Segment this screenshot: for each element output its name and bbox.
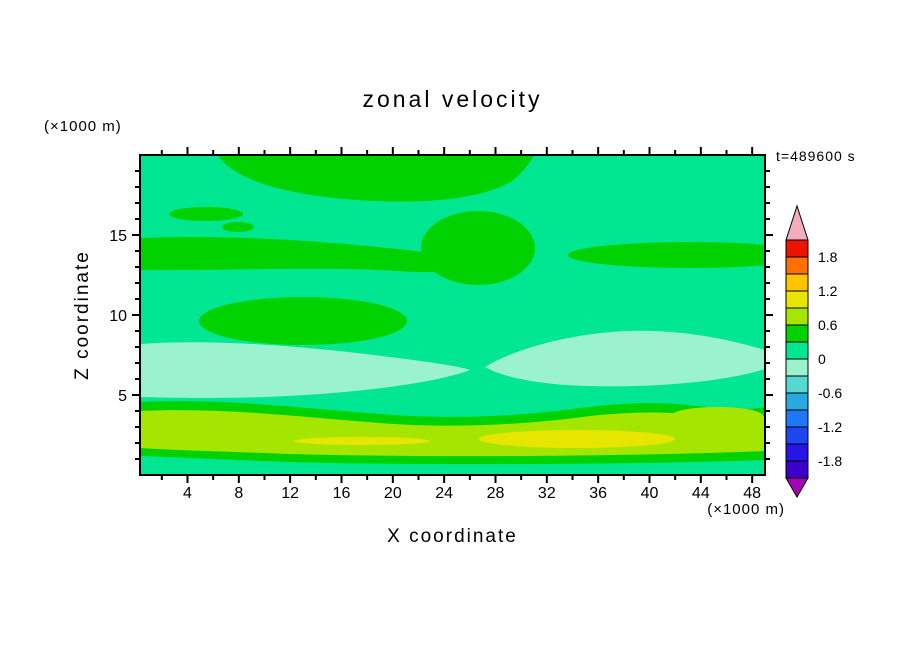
x-tick-label: 36	[589, 485, 607, 502]
colorbar-segment	[785, 324, 809, 343]
x-tick-label: 28	[487, 485, 505, 502]
colorbar-segment	[785, 256, 809, 275]
colorbar-arrow-low	[785, 477, 809, 498]
colorbar-tick-label: 0	[818, 351, 826, 367]
colorbar-tick-label: -0.6	[818, 385, 842, 401]
colorbar-tick-label: 0.6	[818, 317, 838, 333]
x-axis-unit-label: (×1000 m)	[707, 501, 785, 518]
x-tick-label: 8	[234, 485, 243, 502]
y-axis-unit-label: (×1000 m)	[44, 118, 122, 135]
colorbar-arrow-high	[785, 204, 809, 241]
colorbar-segment	[785, 307, 809, 326]
colorbar-segment	[785, 460, 809, 479]
colorbar-tick-label: 1.8	[818, 249, 838, 265]
x-tick-label: 20	[384, 485, 402, 502]
x-tick-label: 4	[183, 485, 192, 502]
colorbar-tick-label: -1.8	[818, 453, 842, 469]
colorbar-segment	[785, 273, 809, 292]
colorbar-segment	[785, 290, 809, 309]
colorbar-segment	[785, 341, 809, 360]
contour-field	[140, 155, 765, 475]
x-tick-label: 44	[692, 485, 710, 502]
contour-yellow-streak-right	[479, 430, 675, 448]
y-tick-label: 5	[118, 388, 127, 405]
x-tick-label: 48	[743, 485, 761, 502]
y-tick-label: 15	[109, 228, 127, 245]
y-tick-label: 10	[109, 308, 127, 325]
chart-title: zonal velocity	[362, 86, 543, 112]
colorbar-segment	[785, 409, 809, 428]
x-tick-label: 16	[333, 485, 351, 502]
colorbar-tick-label: -1.2	[818, 419, 842, 435]
x-tick-label: 40	[641, 485, 659, 502]
contour-blob-mid	[199, 297, 407, 345]
colorbar-tick-label: 1.2	[818, 283, 838, 299]
colorbar-segment	[785, 358, 809, 377]
x-tick-label: 24	[435, 485, 453, 502]
y-axis-title: Z coordinate	[72, 250, 93, 380]
x-tick-label: 32	[538, 485, 556, 502]
time-label: t=489600 s	[776, 148, 856, 164]
x-axis-title: X coordinate	[387, 526, 518, 547]
contour-lens-2	[222, 222, 254, 232]
contour-yellow-streak-left	[294, 437, 430, 445]
colorbar-segment	[785, 426, 809, 445]
contour-yellowgreen-blob-right	[671, 407, 763, 425]
contour-lens-1	[169, 207, 243, 221]
colorbar-segment	[785, 392, 809, 411]
colorbar-segment	[785, 239, 809, 258]
contour-blob-mid-upper	[421, 211, 535, 285]
plot-area	[140, 155, 765, 475]
colorbar-segment	[785, 375, 809, 394]
colorbar-segment	[785, 443, 809, 462]
x-tick-label: 12	[281, 485, 299, 502]
